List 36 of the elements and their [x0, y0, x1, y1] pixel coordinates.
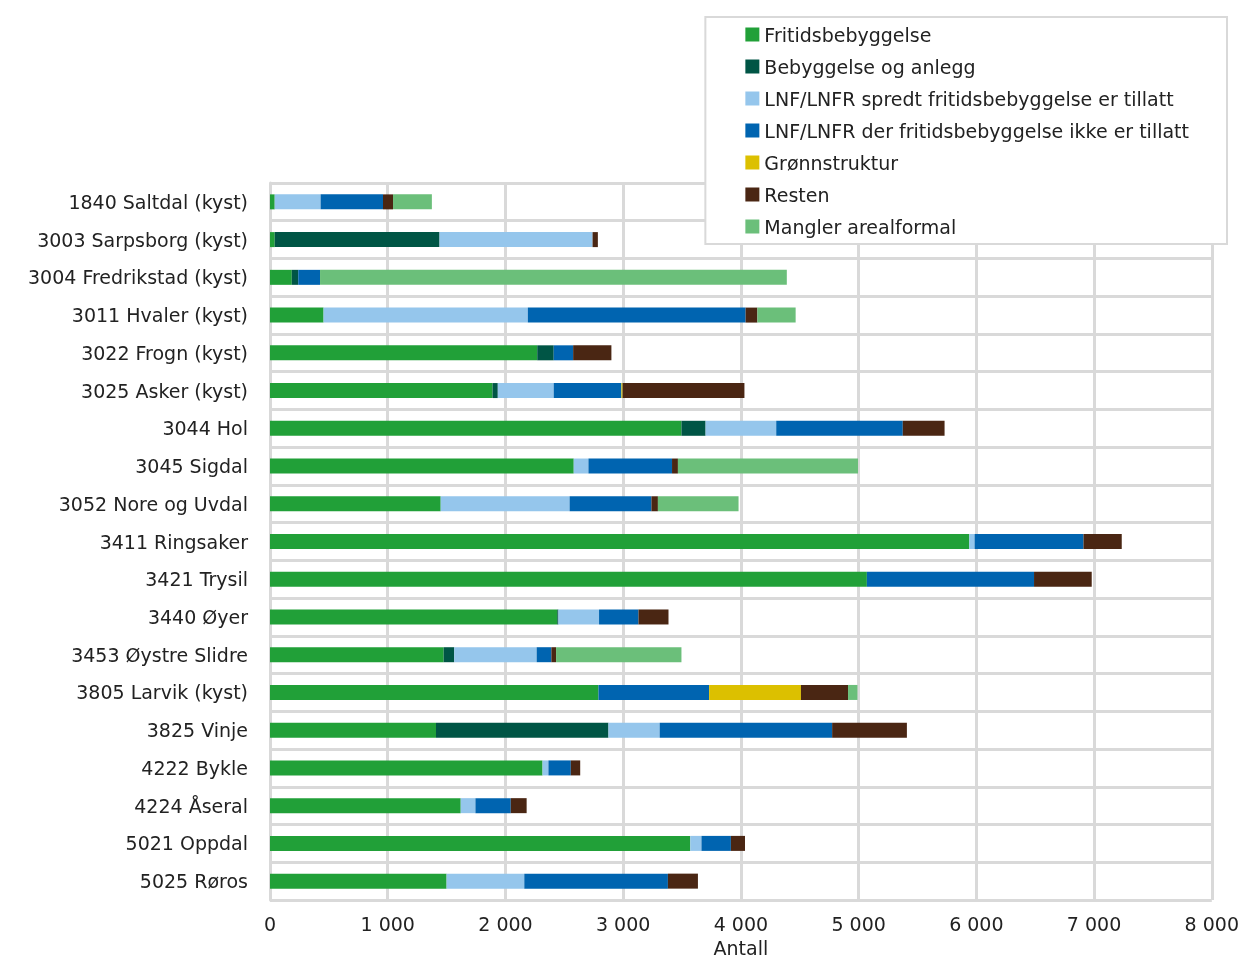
x-tick-label: 8 000: [1184, 912, 1240, 935]
x-tick-label: 1 000: [360, 912, 415, 935]
x-tick-label: 7 000: [1066, 912, 1122, 935]
legend-label: Mangler arealformal: [764, 215, 957, 238]
legend-label: Bebyggelse og anlegg: [764, 55, 976, 78]
y-tick-label: 5021 Oppdal: [125, 832, 248, 855]
x-axis-title: Antall: [713, 936, 769, 959]
y-tick-label: 3421 Trysil: [145, 568, 248, 591]
y-tick-label: 5025 Røros: [139, 870, 248, 893]
legend-label: LNF/LNFR spredt fritidsbebyggelse er tillatt: [764, 87, 1174, 110]
legend-label: Resten: [764, 183, 830, 206]
y-tick-label: 3003 Sarpsborg (kyst): [37, 228, 248, 251]
y-tick-label: 3045 Sigdal: [135, 455, 248, 478]
legend-label: Grønnstruktur: [764, 151, 899, 174]
legend-label: Fritidsbebyggelse: [764, 23, 932, 46]
y-tick-label: 3411 Ringsaker: [99, 530, 249, 553]
y-tick-label: 3044 Hol: [162, 417, 248, 440]
y-tick-label: 1840 Saltdal (kyst): [68, 190, 248, 213]
y-tick-label: 3052 Nore og Uvdal: [58, 492, 248, 515]
y-tick-label: 3453 Øystre Slidre: [71, 643, 248, 666]
y-tick-label: 3004 Fredrikstad (kyst): [27, 266, 248, 289]
y-tick-label: 3022 Frogn (kyst): [81, 341, 248, 364]
y-tick-label: 3825 Vinje: [146, 719, 248, 742]
x-tick-label: 6 000: [949, 912, 1004, 935]
y-tick-label: 4224 Åseral: [134, 794, 248, 817]
y-tick-label: 4222 Bykle: [141, 756, 248, 779]
y-tick-label: 3011 Hvaler (kyst): [71, 304, 248, 327]
x-tick-label: 3 000: [595, 912, 651, 935]
x-tick-label: 4 000: [713, 912, 769, 935]
x-tick-label: 2 000: [478, 912, 533, 935]
y-tick-label: 3025 Asker (kyst): [81, 379, 248, 402]
y-tick-label: 3440 Øyer: [147, 605, 249, 628]
y-tick-label: 3805 Larvik (kyst): [76, 681, 248, 704]
x-tick-label: 5 000: [831, 912, 886, 935]
legend-label: LNF/LNFR der fritidsbebyggelse ikke er tillatt: [764, 119, 1190, 142]
x-tick-label: 0: [263, 912, 277, 935]
